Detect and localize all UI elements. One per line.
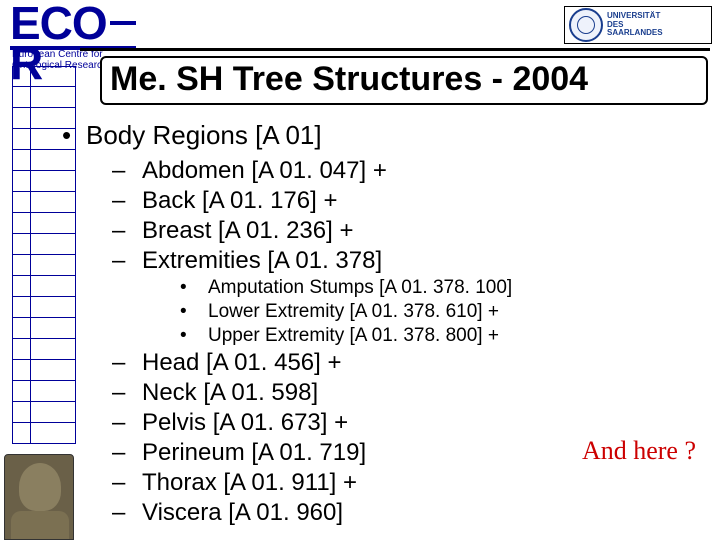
list-item-lvl2: –Thorax [A 01. 911] + — [112, 469, 698, 497]
list-item-lvl2: –Neck [A 01. 598] — [112, 379, 698, 407]
list-item-lvl2: –Head [A 01. 456] + — [112, 349, 698, 377]
slide-content: •Body Regions [A 01] –Abdomen [A 01. 047… — [58, 120, 698, 529]
lvl3-text: Upper Extremity [A 01. 378. 800] + — [208, 325, 499, 346]
header-divider — [80, 48, 710, 51]
list-item-lvl3: •Upper Extremity [A 01. 378. 800] + — [180, 325, 698, 347]
list-item-lvl2: –Abdomen [A 01. 047] + — [112, 157, 698, 185]
university-badge: UNIVERSITÄT DES SAARLANDES — [564, 6, 712, 44]
list-item-lvl2: –Viscera [A 01. 960] — [112, 499, 698, 527]
lvl2-text: Perineum [A 01. 719] — [142, 439, 366, 466]
university-seal-icon — [569, 8, 603, 42]
list-item-lvl2: –Breast [A 01. 236] + — [112, 217, 698, 245]
lvl2-text: Thorax [A 01. 911] + — [142, 469, 357, 496]
lvl2-text: Back [A 01. 176] + — [142, 187, 337, 214]
list-item-lvl2: –Pelvis [A 01. 673] + — [112, 409, 698, 437]
list-item-lvl3: •Lower Extremity [A 01. 378. 610] + — [180, 301, 698, 323]
lvl2-text: Extremities [A 01. 378] — [142, 247, 382, 274]
uni-line3: SAARLANDES — [607, 29, 663, 37]
logo-rule-1 — [110, 21, 136, 25]
lvl3-text: Lower Extremity [A 01. 378. 610] + — [208, 301, 499, 322]
list-item-lvl2: –Back [A 01. 176] + — [112, 187, 698, 215]
logo-sub-line1: European Centre for — [12, 50, 108, 61]
lvl2-text: Head [A 01. 456] + — [142, 349, 342, 376]
lvl1-text: Body Regions [A 01] — [86, 120, 322, 150]
lvl2-text: Breast [A 01. 236] + — [142, 217, 353, 244]
slide: ECO R European Centre for Ontological Re… — [0, 0, 720, 540]
lvl2-text: Abdomen [A 01. 047] + — [142, 157, 387, 184]
lvl2-text: Pelvis [A 01. 673] + — [142, 409, 348, 436]
list-item-lvl1: •Body Regions [A 01] — [62, 120, 698, 151]
list-item-lvl2: –Extremities [A 01. 378] — [112, 247, 698, 275]
list-item-lvl3: •Amputation Stumps [A 01. 378. 100] — [180, 277, 698, 299]
university-text: UNIVERSITÄT DES SAARLANDES — [607, 12, 663, 37]
lvl2-text: Viscera [A 01. 960] — [142, 499, 343, 526]
lvl2-text: Neck [A 01. 598] — [142, 379, 318, 406]
slide-title: Me. SH Tree Structures - 2004 — [100, 56, 708, 105]
lvl3-text: Amputation Stumps [A 01. 378. 100] — [208, 277, 512, 298]
callout-and-here: And here ? — [582, 436, 696, 466]
